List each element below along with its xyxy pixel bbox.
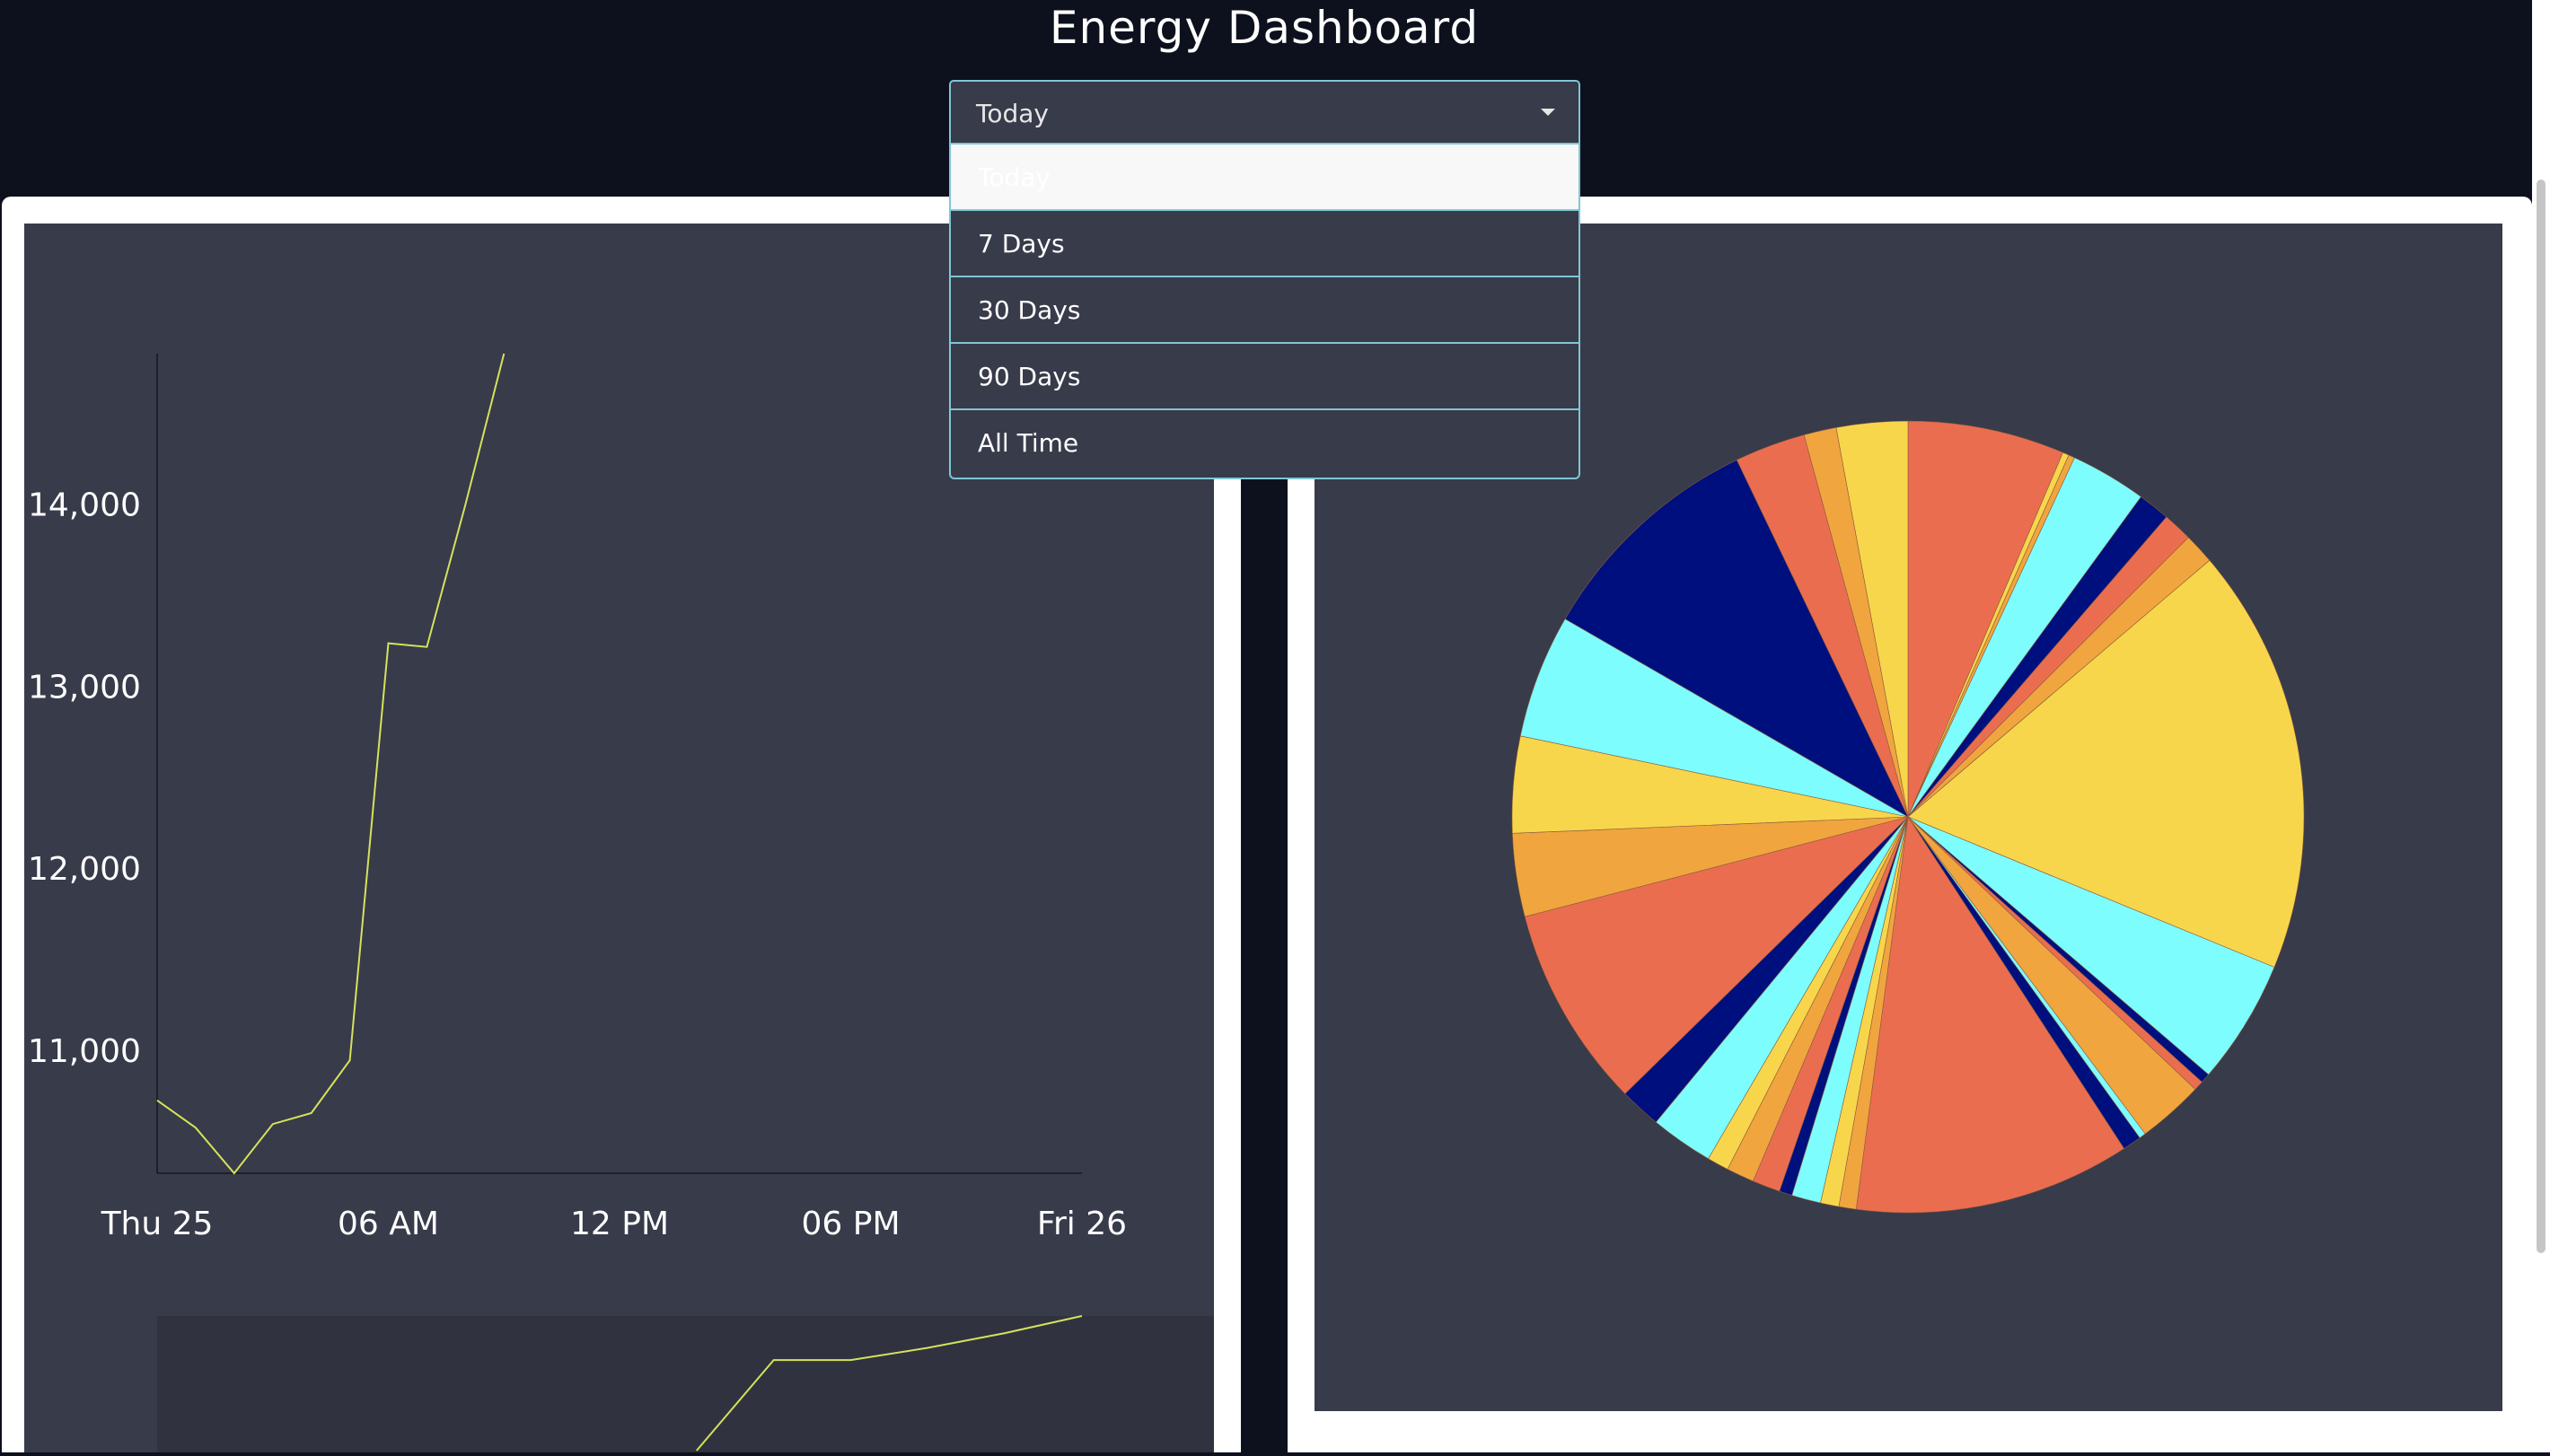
pie-slice[interactable] bbox=[1519, 618, 1909, 818]
pie-slice[interactable] bbox=[1855, 816, 2125, 1214]
line-chart[interactable]: 11,000 12,000 13,000 14,000 Thu 25 06 AM 12 P… bbox=[24, 224, 1214, 1452]
range-option-today[interactable]: Today bbox=[951, 145, 1578, 211]
range-select-value: Today bbox=[976, 99, 1049, 128]
line-chart-panel: 11,000 12,000 13,000 14,000 Thu 25 06 AM 12 P… bbox=[24, 224, 1214, 1452]
chevron-down-icon[interactable] bbox=[1541, 109, 1555, 116]
x-tick-label: 06 PM bbox=[801, 1206, 900, 1242]
pie-slice[interactable] bbox=[1524, 816, 1910, 1094]
y-tick-label: 12,000 bbox=[28, 851, 141, 888]
pie-slice[interactable] bbox=[1907, 816, 2275, 1075]
scrollbar-thumb[interactable] bbox=[2537, 180, 2546, 1253]
range-option-all-time[interactable]: All Time bbox=[978, 428, 1079, 458]
energy-series-line[interactable] bbox=[156, 353, 506, 1175]
x-tick-label: 06 AM bbox=[338, 1206, 439, 1242]
range-select[interactable]: Today bbox=[949, 80, 1580, 145]
y-tick-label: 13,000 bbox=[28, 669, 141, 706]
x-tick-label: 12 PM bbox=[570, 1206, 669, 1242]
y-tick-label: 11,000 bbox=[28, 1033, 141, 1070]
pie-slice[interactable] bbox=[1564, 459, 1909, 818]
navigator-series-line bbox=[696, 1315, 1083, 1452]
pie-slice[interactable] bbox=[1907, 420, 2063, 818]
x-tick-label: Thu 25 bbox=[101, 1206, 214, 1242]
range-option-7-days[interactable]: 7 Days bbox=[951, 211, 1578, 277]
pie-slice[interactable] bbox=[1907, 559, 2305, 968]
range-option-30-days[interactable]: 30 Days bbox=[951, 277, 1578, 344]
y-tick-label: 14,000 bbox=[28, 487, 141, 523]
pie-chart[interactable] bbox=[1315, 224, 2502, 1411]
page-title: Energy Dashboard bbox=[1049, 2, 1480, 54]
range-option-90-days[interactable]: 90 Days bbox=[951, 344, 1578, 410]
pie-slice[interactable] bbox=[1835, 420, 1909, 818]
navigator-background[interactable] bbox=[157, 1316, 1214, 1452]
range-dropdown-menu: Today 7 Days 30 Days 90 Days All Time bbox=[949, 145, 1580, 479]
x-tick-label: Fri 26 bbox=[1037, 1206, 1127, 1242]
